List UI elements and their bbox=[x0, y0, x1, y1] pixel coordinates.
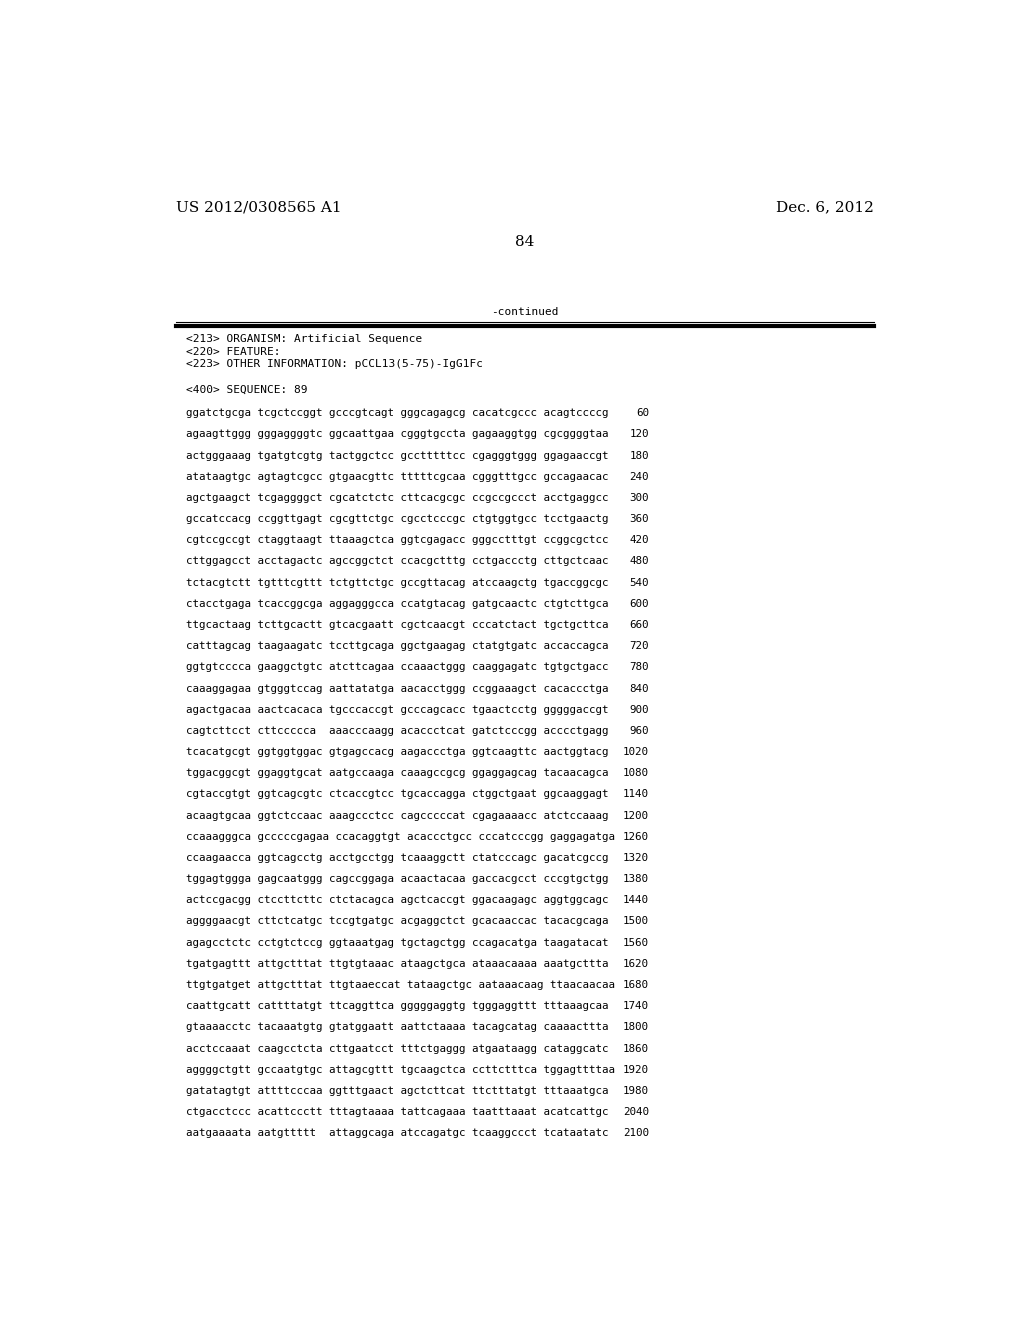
Text: agactgacaa aactcacaca tgcccaccgt gcccagcacc tgaactcctg gggggaccgt: agactgacaa aactcacaca tgcccaccgt gcccagc… bbox=[186, 705, 608, 714]
Text: 84: 84 bbox=[515, 235, 535, 249]
Text: <400> SEQUENCE: 89: <400> SEQUENCE: 89 bbox=[186, 385, 307, 395]
Text: tggacggcgt ggaggtgcat aatgccaaga caaagccgcg ggaggagcag tacaacagca: tggacggcgt ggaggtgcat aatgccaaga caaagcc… bbox=[186, 768, 608, 779]
Text: 960: 960 bbox=[630, 726, 649, 735]
Text: 1920: 1920 bbox=[623, 1065, 649, 1074]
Text: 180: 180 bbox=[630, 450, 649, 461]
Text: ggatctgcga tcgctccggt gcccgtcagt gggcagagcg cacatcgccc acagtccccg: ggatctgcga tcgctccggt gcccgtcagt gggcaga… bbox=[186, 408, 608, 418]
Text: 780: 780 bbox=[630, 663, 649, 672]
Text: acctccaaat caagcctcta cttgaatcct tttctgaggg atgaataagg cataggcatc: acctccaaat caagcctcta cttgaatcct tttctga… bbox=[186, 1044, 608, 1053]
Text: 1440: 1440 bbox=[623, 895, 649, 906]
Text: 1500: 1500 bbox=[623, 916, 649, 927]
Text: ctgacctccc acattccctt tttagtaaaa tattcagaaa taatttaaat acatcattgc: ctgacctccc acattccctt tttagtaaaa tattcag… bbox=[186, 1107, 608, 1117]
Text: <223> OTHER INFORMATION: pCCL13(5-75)-IgG1Fc: <223> OTHER INFORMATION: pCCL13(5-75)-Ig… bbox=[186, 359, 483, 370]
Text: 1140: 1140 bbox=[623, 789, 649, 800]
Text: 2040: 2040 bbox=[623, 1107, 649, 1117]
Text: 1020: 1020 bbox=[623, 747, 649, 758]
Text: ttgtgatget attgctttat ttgtaaeccat tataagctgc aataaacaag ttaacaacaa: ttgtgatget attgctttat ttgtaaeccat tataag… bbox=[186, 979, 615, 990]
Text: tgatgagttt attgctttat ttgtgtaaac ataagctgca ataaacaaaa aaatgcttta: tgatgagttt attgctttat ttgtgtaaac ataagct… bbox=[186, 958, 608, 969]
Text: caattgcatt cattttatgt ttcaggttca gggggaggtg tgggaggttt tttaaagcaa: caattgcatt cattttatgt ttcaggttca gggggag… bbox=[186, 1001, 608, 1011]
Text: <213> ORGANISM: Artificial Sequence: <213> ORGANISM: Artificial Sequence bbox=[186, 334, 422, 345]
Text: tcacatgcgt ggtggtggac gtgagccacg aagaccctga ggtcaagttc aactggtacg: tcacatgcgt ggtggtggac gtgagccacg aagaccc… bbox=[186, 747, 608, 758]
Text: 1320: 1320 bbox=[623, 853, 649, 863]
Text: 300: 300 bbox=[630, 492, 649, 503]
Text: actgggaaag tgatgtcgtg tactggctcc gcctttttcc cgagggtggg ggagaaccgt: actgggaaag tgatgtcgtg tactggctcc gcctttt… bbox=[186, 450, 608, 461]
Text: gtaaaacctc tacaaatgtg gtatggaatt aattctaaaa tacagcatag caaaacttta: gtaaaacctc tacaaatgtg gtatggaatt aattcta… bbox=[186, 1022, 608, 1032]
Text: 1200: 1200 bbox=[623, 810, 649, 821]
Text: 540: 540 bbox=[630, 578, 649, 587]
Text: agaagttggg gggaggggtc ggcaattgaa cgggtgccta gagaaggtgg cgcggggtaa: agaagttggg gggaggggtc ggcaattgaa cgggtgc… bbox=[186, 429, 608, 440]
Text: acaagtgcaa ggtctccaac aaagccctcc cagcccccat cgagaaaacc atctccaaag: acaagtgcaa ggtctccaac aaagccctcc cagcccc… bbox=[186, 810, 608, 821]
Text: tggagtggga gagcaatggg cagccggaga acaactacaa gaccacgcct cccgtgctgg: tggagtggga gagcaatggg cagccggaga acaacta… bbox=[186, 874, 608, 884]
Text: gccatccacg ccggttgagt cgcgttctgc cgcctcccgc ctgtggtgcc tcctgaactg: gccatccacg ccggttgagt cgcgttctgc cgcctcc… bbox=[186, 515, 608, 524]
Text: 720: 720 bbox=[630, 642, 649, 651]
Text: 1260: 1260 bbox=[623, 832, 649, 842]
Text: 1860: 1860 bbox=[623, 1044, 649, 1053]
Text: catttagcag taagaagatc tccttgcaga ggctgaagag ctatgtgatc accaccagca: catttagcag taagaagatc tccttgcaga ggctgaa… bbox=[186, 642, 608, 651]
Text: -continued: -continued bbox=[492, 308, 558, 317]
Text: 660: 660 bbox=[630, 620, 649, 630]
Text: cgtccgccgt ctaggtaagt ttaaagctca ggtcgagacc gggcctttgt ccggcgctcc: cgtccgccgt ctaggtaagt ttaaagctca ggtcgag… bbox=[186, 536, 608, 545]
Text: Dec. 6, 2012: Dec. 6, 2012 bbox=[775, 201, 873, 215]
Text: ccaagaacca ggtcagcctg acctgcctgg tcaaaggctt ctatcccagc gacatcgccg: ccaagaacca ggtcagcctg acctgcctgg tcaaagg… bbox=[186, 853, 608, 863]
Text: 240: 240 bbox=[630, 471, 649, 482]
Text: US 2012/0308565 A1: US 2012/0308565 A1 bbox=[176, 201, 342, 215]
Text: 1740: 1740 bbox=[623, 1001, 649, 1011]
Text: tctacgtctt tgtttcgttt tctgttctgc gccgttacag atccaagctg tgaccggcgc: tctacgtctt tgtttcgttt tctgttctgc gccgtta… bbox=[186, 578, 608, 587]
Text: 120: 120 bbox=[630, 429, 649, 440]
Text: 1560: 1560 bbox=[623, 937, 649, 948]
Text: ccaaagggca gcccccgagaa ccacaggtgt acaccctgcc cccatcccgg gaggagatga: ccaaagggca gcccccgagaa ccacaggtgt acaccc… bbox=[186, 832, 615, 842]
Text: ggtgtcccca gaaggctgtc atcttcagaa ccaaactggg caaggagatc tgtgctgacc: ggtgtcccca gaaggctgtc atcttcagaa ccaaact… bbox=[186, 663, 608, 672]
Text: 2100: 2100 bbox=[623, 1129, 649, 1138]
Text: aatgaaaata aatgttttt  attaggcaga atccagatgc tcaaggccct tcataatatc: aatgaaaata aatgttttt attaggcaga atccagat… bbox=[186, 1129, 608, 1138]
Text: gatatagtgt attttcccaa ggtttgaact agctcttcat ttctttatgt tttaaatgca: gatatagtgt attttcccaa ggtttgaact agctctt… bbox=[186, 1086, 608, 1096]
Text: cttggagcct acctagactc agccggctct ccacgctttg cctgaccctg cttgctcaac: cttggagcct acctagactc agccggctct ccacgct… bbox=[186, 557, 608, 566]
Text: 480: 480 bbox=[630, 557, 649, 566]
Text: actccgacgg ctccttcttc ctctacagca agctcaccgt ggacaagagc aggtggcagc: actccgacgg ctccttcttc ctctacagca agctcac… bbox=[186, 895, 608, 906]
Text: 1620: 1620 bbox=[623, 958, 649, 969]
Text: 420: 420 bbox=[630, 536, 649, 545]
Text: cgtaccgtgt ggtcagcgtc ctcaccgtcc tgcaccagga ctggctgaat ggcaaggagt: cgtaccgtgt ggtcagcgtc ctcaccgtcc tgcacca… bbox=[186, 789, 608, 800]
Text: atataagtgc agtagtcgcc gtgaacgttc tttttcgcaa cgggtttgcc gccagaacac: atataagtgc agtagtcgcc gtgaacgttc tttttcg… bbox=[186, 471, 608, 482]
Text: 1800: 1800 bbox=[623, 1022, 649, 1032]
Text: 600: 600 bbox=[630, 599, 649, 609]
Text: aggggctgtt gccaatgtgc attagcgttt tgcaagctca ccttctttca tggagttttaa: aggggctgtt gccaatgtgc attagcgttt tgcaagc… bbox=[186, 1065, 615, 1074]
Text: ttgcactaag tcttgcactt gtcacgaatt cgctcaacgt cccatctact tgctgcttca: ttgcactaag tcttgcactt gtcacgaatt cgctcaa… bbox=[186, 620, 608, 630]
Text: 840: 840 bbox=[630, 684, 649, 693]
Text: <220> FEATURE:: <220> FEATURE: bbox=[186, 347, 281, 356]
Text: 1680: 1680 bbox=[623, 979, 649, 990]
Text: 1980: 1980 bbox=[623, 1086, 649, 1096]
Text: aggggaacgt cttctcatgc tccgtgatgc acgaggctct gcacaaccac tacacgcaga: aggggaacgt cttctcatgc tccgtgatgc acgaggc… bbox=[186, 916, 608, 927]
Text: 1080: 1080 bbox=[623, 768, 649, 779]
Text: cagtcttcct cttccccca  aaacccaagg acaccctcat gatctcccgg acccctgagg: cagtcttcct cttccccca aaacccaagg acaccctc… bbox=[186, 726, 608, 735]
Text: 1380: 1380 bbox=[623, 874, 649, 884]
Text: agctgaagct tcgaggggct cgcatctctc cttcacgcgc ccgccgccct acctgaggcc: agctgaagct tcgaggggct cgcatctctc cttcacg… bbox=[186, 492, 608, 503]
Text: caaaggagaa gtgggtccag aattatatga aacacctggg ccggaaagct cacaccctga: caaaggagaa gtgggtccag aattatatga aacacct… bbox=[186, 684, 608, 693]
Text: 60: 60 bbox=[636, 408, 649, 418]
Text: 900: 900 bbox=[630, 705, 649, 714]
Text: 360: 360 bbox=[630, 515, 649, 524]
Text: ctacctgaga tcaccggcga aggagggcca ccatgtacag gatgcaactc ctgtcttgca: ctacctgaga tcaccggcga aggagggcca ccatgta… bbox=[186, 599, 608, 609]
Text: agagcctctc cctgtctccg ggtaaatgag tgctagctgg ccagacatga taagatacat: agagcctctc cctgtctccg ggtaaatgag tgctagc… bbox=[186, 937, 608, 948]
